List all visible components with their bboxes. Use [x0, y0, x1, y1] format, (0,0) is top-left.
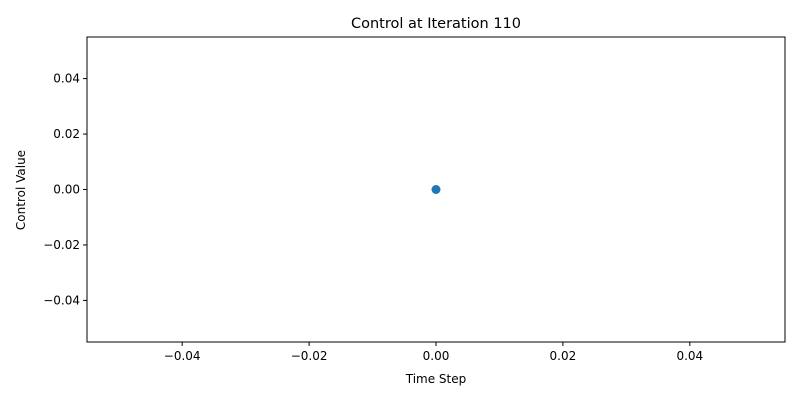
x-tick-label: 0.02 — [550, 349, 577, 363]
y-axis-label: Control Value — [14, 150, 28, 230]
plot-area: −0.04 −0.02 0.00 0.02 0.04 −0.04 −0.02 0.00 0.02… — [43, 36, 786, 363]
y-tick-label: 0.00 — [53, 183, 80, 197]
data-point — [431, 185, 441, 194]
y-tick-label: −0.02 — [43, 238, 80, 252]
x-tick-label: −0.04 — [164, 349, 201, 363]
x-tick-label: 0.00 — [423, 349, 450, 363]
x-axis-label: Time Step — [405, 372, 467, 386]
y-tick-label: −0.04 — [43, 293, 80, 307]
x-tick-label: 0.04 — [676, 349, 703, 363]
x-tick-label: −0.02 — [291, 349, 328, 363]
y-tick-label: 0.04 — [53, 72, 80, 86]
chart-title: Control at Iteration 110 — [351, 16, 521, 32]
y-tick-label: 0.02 — [53, 127, 80, 141]
